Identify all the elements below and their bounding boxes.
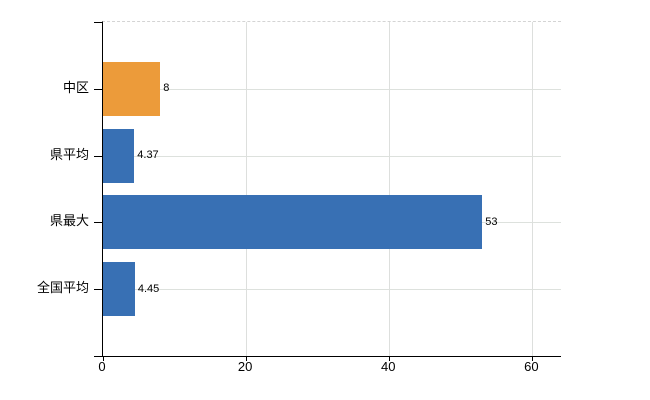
y-axis-tick <box>94 88 103 90</box>
y-axis-label: 全国平均 <box>36 280 89 296</box>
x-axis-tick <box>389 357 391 361</box>
bar-row: 8 <box>103 61 561 116</box>
value-label: 4.45 <box>137 282 160 295</box>
x-axis-tick-labels: 0 20 40 60 <box>0 359 650 377</box>
bar-row: 53 <box>103 195 561 250</box>
gridline-horizontal <box>103 289 561 291</box>
x-axis-tick <box>103 357 104 361</box>
x-axis-tick-label: 60 <box>524 359 539 374</box>
gridline-vertical <box>389 22 391 356</box>
y-axis-label: 県最大 <box>49 213 89 229</box>
y-axis-tick <box>94 155 103 157</box>
bar-naka-ku <box>103 61 161 116</box>
bar-row: 4.45 <box>103 262 561 317</box>
value-label: 8 <box>163 82 170 95</box>
gridline-vertical <box>246 22 248 356</box>
value-label: 53 <box>485 215 498 228</box>
y-axis-tick <box>94 222 103 224</box>
y-axis-label: 県平均 <box>49 146 89 162</box>
y-axis-tick <box>94 22 103 23</box>
value-label: 4.37 <box>137 149 159 162</box>
x-axis-tick-label: 0 <box>98 359 106 374</box>
y-axis-tick <box>94 356 103 357</box>
y-axis-tick <box>94 289 103 291</box>
bar-national-average <box>103 262 135 317</box>
gridline-horizontal <box>103 155 561 157</box>
bar-prefecture-max <box>103 195 483 250</box>
x-axis-tick <box>246 357 248 361</box>
x-axis-tick-label: 20 <box>237 359 253 374</box>
y-axis-category-labels: 中区 県平均 県最大 全国平均 <box>0 21 89 355</box>
x-axis-tick-label: 40 <box>381 359 396 374</box>
plot-area: 8 4.37 53 4.45 <box>94 21 561 361</box>
gridline-vertical <box>532 22 534 356</box>
gridline-horizontal <box>103 88 561 90</box>
bar-prefecture-average <box>103 128 135 183</box>
bar-row: 4.37 <box>103 128 561 183</box>
x-axis-tick <box>532 357 534 361</box>
y-axis-label: 中区 <box>62 79 89 95</box>
